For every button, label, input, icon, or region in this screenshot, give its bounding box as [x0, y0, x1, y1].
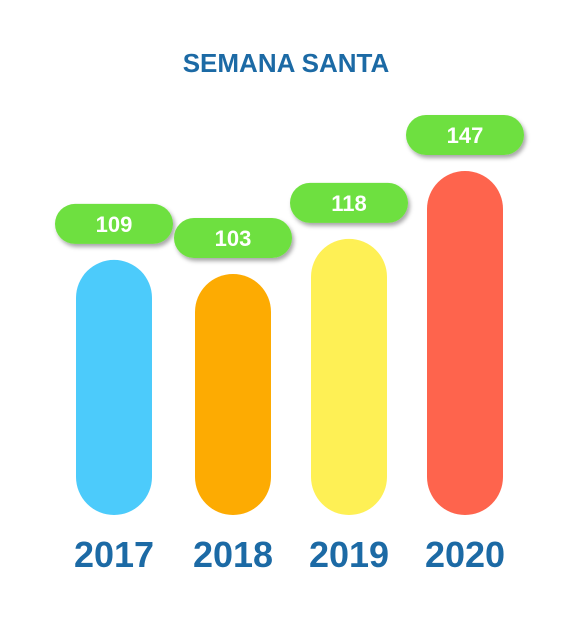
- bar-2017: [76, 259, 152, 515]
- bar-2019: [311, 238, 387, 515]
- chart-title: SEMANA SANTA: [183, 48, 390, 78]
- x-tick-label: 2019: [309, 534, 389, 575]
- value-label-pill: [174, 217, 292, 258]
- bar-2018: [195, 273, 271, 515]
- x-tick-label: 2018: [193, 534, 273, 575]
- bar-2020: [427, 171, 503, 515]
- data-label: 118: [331, 191, 367, 216]
- value-label-pill: [290, 182, 408, 223]
- data-label: 109: [96, 212, 133, 237]
- data-label: 147: [447, 123, 484, 148]
- x-tick-label: 2017: [74, 534, 154, 575]
- value-label-pill: [55, 203, 173, 244]
- value-label-pill: [406, 115, 524, 155]
- data-label: 103: [215, 226, 252, 251]
- bars: 109 2017 103 2018 118 2019 147 2020: [55, 115, 524, 575]
- x-tick-label: 2020: [425, 534, 505, 575]
